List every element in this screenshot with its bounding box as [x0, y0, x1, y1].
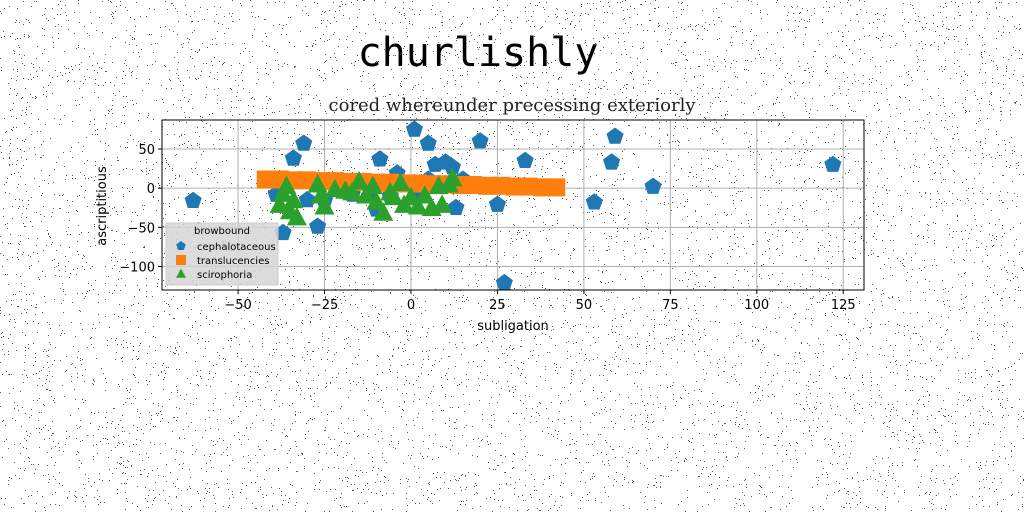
- data-point-cephalotaceous: [603, 153, 620, 169]
- x-tick-label: 125: [831, 298, 856, 313]
- data-point-cephalotaceous: [586, 193, 603, 209]
- data-point-cephalotaceous: [489, 196, 506, 212]
- y-tick-label: −100: [119, 260, 155, 275]
- y-tick-label: 50: [138, 143, 155, 158]
- legend-label-translucencies: translucencies: [197, 256, 269, 267]
- legend-marker-translucencies: [176, 255, 186, 265]
- y-tick-label: −50: [128, 221, 155, 236]
- data-markers: [185, 120, 842, 290]
- x-tick-label: −25: [311, 298, 338, 313]
- chart-title: cored whereunder precessing exteriorly: [328, 95, 696, 116]
- legend-label-scirophoria: scirophoria: [197, 270, 252, 281]
- x-axis-label: subligation: [477, 319, 549, 334]
- legend: browbound cephalotaceous translucencies sc…: [166, 223, 278, 285]
- x-tick-label: 100: [744, 298, 769, 313]
- data-point-cephalotaceous: [472, 132, 489, 148]
- x-tick-label: −50: [224, 298, 251, 313]
- legend-title: browbound: [194, 226, 250, 237]
- data-point-cephalotaceous: [607, 128, 624, 144]
- data-point-cephalotaceous: [371, 150, 388, 166]
- data-point-cephalotaceous: [309, 218, 326, 234]
- data-point-cephalotaceous: [517, 152, 534, 168]
- legend-label-cephalotaceous: cephalotaceous: [197, 242, 276, 253]
- data-point-cephalotaceous: [496, 274, 513, 290]
- data-point-scirophoria: [432, 194, 452, 213]
- data-point-translucencies: [547, 178, 565, 196]
- y-tick-label: 0: [147, 182, 155, 197]
- data-point-cephalotaceous: [295, 135, 312, 151]
- y-axis-label: ascriptitious: [95, 166, 110, 246]
- x-tick-label: 25: [489, 298, 506, 313]
- data-point-cephalotaceous: [285, 149, 302, 165]
- chart-suptitle: churlishly: [358, 30, 599, 76]
- data-point-cephalotaceous: [824, 156, 841, 172]
- data-point-cephalotaceous: [406, 120, 423, 136]
- data-point-cephalotaceous: [420, 135, 437, 151]
- data-point-cephalotaceous: [645, 178, 662, 194]
- data-point-cephalotaceous: [185, 192, 202, 208]
- x-tick-label: 50: [576, 298, 593, 313]
- x-tick-label: 0: [407, 298, 415, 313]
- x-tick-label: 75: [662, 298, 679, 313]
